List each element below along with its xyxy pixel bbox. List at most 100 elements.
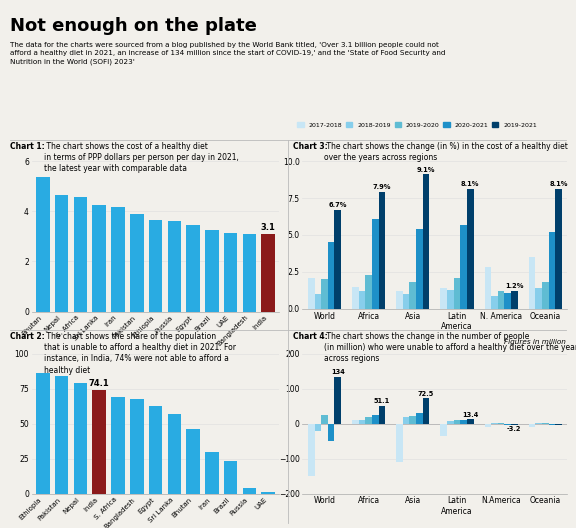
Bar (441, 423, 447, 436)
Text: 74.1: 74.1 (89, 379, 109, 388)
Bar (378, 406, 385, 423)
Bar (529, 257, 535, 309)
Text: Chart 3:: Chart 3: (293, 142, 327, 150)
Bar (365, 275, 372, 309)
Bar (186, 225, 200, 312)
Bar (460, 420, 467, 423)
Text: 6.7%: 6.7% (328, 202, 347, 208)
Bar (74, 197, 87, 312)
Bar (130, 214, 143, 312)
Bar (535, 288, 542, 309)
Bar (111, 208, 125, 312)
Bar (372, 219, 378, 309)
Bar (555, 423, 562, 425)
Bar (93, 205, 106, 312)
Text: 7.9%: 7.9% (373, 184, 391, 190)
Text: 51.1: 51.1 (374, 399, 390, 404)
Bar (511, 423, 518, 425)
Bar (416, 413, 423, 423)
Bar (262, 234, 275, 312)
Bar (205, 451, 218, 494)
Bar (186, 429, 200, 494)
Bar (321, 279, 328, 309)
Bar (74, 383, 87, 494)
Bar (396, 423, 403, 462)
Bar (403, 417, 410, 423)
Bar (403, 294, 410, 309)
Bar (423, 174, 429, 309)
Bar (416, 229, 423, 309)
Bar (36, 177, 50, 312)
Text: Not enough on the plate: Not enough on the plate (10, 17, 257, 35)
Bar (511, 291, 518, 309)
Bar (498, 291, 505, 309)
Text: 134: 134 (331, 370, 344, 375)
Bar (372, 415, 378, 423)
Bar (335, 210, 341, 309)
Bar (423, 398, 429, 423)
Text: The chart shows the cost of a healthy diet
in terms of PPP dollars per person pe: The chart shows the cost of a healthy di… (44, 142, 238, 173)
Bar (149, 220, 162, 312)
Bar (55, 195, 69, 312)
Bar (205, 230, 218, 312)
Bar (352, 420, 359, 423)
Bar (130, 399, 143, 494)
Text: 3.1: 3.1 (261, 223, 275, 232)
Bar (378, 192, 385, 309)
Bar (484, 423, 491, 427)
Bar (352, 287, 359, 309)
Text: 1.2%: 1.2% (505, 284, 524, 289)
Text: -3.2: -3.2 (507, 426, 522, 432)
Bar (447, 421, 454, 423)
Bar (460, 224, 467, 309)
Bar (410, 416, 416, 423)
Bar (111, 397, 125, 494)
Bar (328, 423, 335, 441)
Bar (410, 282, 416, 309)
Bar (335, 377, 341, 423)
Text: Chart 1:: Chart 1: (10, 142, 45, 150)
Text: 8.1%: 8.1% (550, 181, 568, 187)
Text: Chart 2:: Chart 2: (10, 332, 45, 341)
Text: 13.4: 13.4 (462, 412, 479, 418)
Bar (321, 415, 328, 423)
Text: 72.5: 72.5 (418, 391, 434, 397)
Bar (454, 278, 460, 309)
Bar (242, 488, 256, 494)
Bar (484, 268, 491, 309)
Text: The chart shows the change (in %) in the cost of a healthy diet
over the years a: The chart shows the change (in %) in the… (324, 142, 568, 162)
Bar (491, 296, 498, 309)
Bar (93, 390, 106, 494)
Text: 9.1%: 9.1% (417, 166, 435, 173)
Bar (328, 242, 335, 309)
Text: Figures in million: Figures in million (504, 339, 566, 345)
Bar (555, 189, 562, 309)
Bar (262, 492, 275, 494)
Bar (548, 423, 555, 425)
Bar (314, 423, 321, 431)
Text: Chart 4:: Chart 4: (293, 332, 327, 341)
Bar (447, 290, 454, 309)
Bar (505, 423, 511, 426)
Bar (467, 189, 473, 309)
Text: The chart shows the share of the population
that is unable to afford a healthy d: The chart shows the share of the populat… (44, 332, 236, 375)
Bar (308, 423, 314, 476)
Text: The data for the charts were sourced from a blog published by the World Bank tit: The data for the charts were sourced fro… (10, 42, 446, 65)
Bar (55, 376, 69, 494)
Text: 8.1%: 8.1% (461, 181, 479, 187)
Bar (467, 419, 473, 423)
Bar (454, 420, 460, 423)
Bar (542, 282, 548, 309)
Bar (308, 278, 314, 309)
Bar (441, 288, 447, 309)
Bar (505, 293, 511, 309)
Bar (224, 461, 237, 494)
Legend: 2017-2018, 2018-2019, 2019-2020, 2020-2021, 2019-2021: 2017-2018, 2018-2019, 2019-2020, 2020-20… (295, 120, 540, 130)
Bar (359, 420, 365, 423)
Bar (314, 294, 321, 309)
Bar (149, 406, 162, 494)
Bar (359, 291, 365, 309)
Bar (548, 232, 555, 309)
Bar (529, 423, 535, 427)
Bar (168, 414, 181, 494)
